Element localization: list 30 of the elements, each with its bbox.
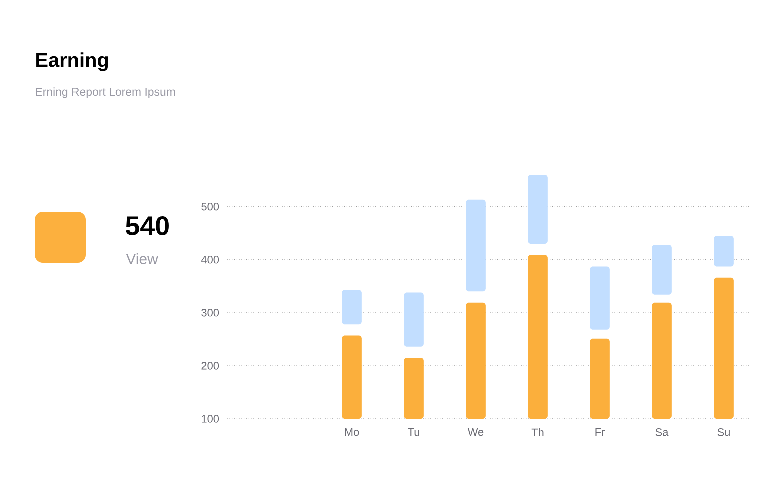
x-tick-label: We	[468, 428, 484, 436]
bar	[590, 266, 610, 330]
y-tick-label: 500	[202, 202, 220, 211]
bar	[466, 302, 486, 419]
bar	[714, 236, 734, 267]
bar	[528, 174, 548, 244]
text: 540	[126, 216, 169, 236]
x-tick-label: Tu	[408, 428, 420, 436]
bar	[466, 200, 486, 292]
x-tick-label: Mo	[345, 428, 360, 436]
y-tick-label: 100	[202, 415, 220, 423]
bar	[590, 338, 610, 419]
y-tick-label: 400	[201, 256, 220, 264]
bar	[652, 245, 672, 295]
bar	[404, 292, 424, 347]
bar	[528, 255, 548, 419]
bar	[404, 358, 424, 419]
text: Erning Report Lorem Ipsum	[36, 88, 176, 98]
bar	[342, 336, 362, 419]
x-tick-label: Sa	[656, 428, 669, 436]
y-tick-label: 200	[202, 362, 220, 370]
x-tick-label: Fr	[596, 428, 605, 436]
y-tick-label: 300	[202, 309, 220, 317]
bar	[714, 278, 734, 419]
bar	[342, 290, 362, 325]
x-tick-label: Su	[718, 428, 730, 436]
x-tick-label: Th	[532, 428, 544, 436]
text: View	[126, 254, 158, 264]
bar	[652, 302, 672, 419]
chart-title: Earning	[36, 52, 108, 72]
